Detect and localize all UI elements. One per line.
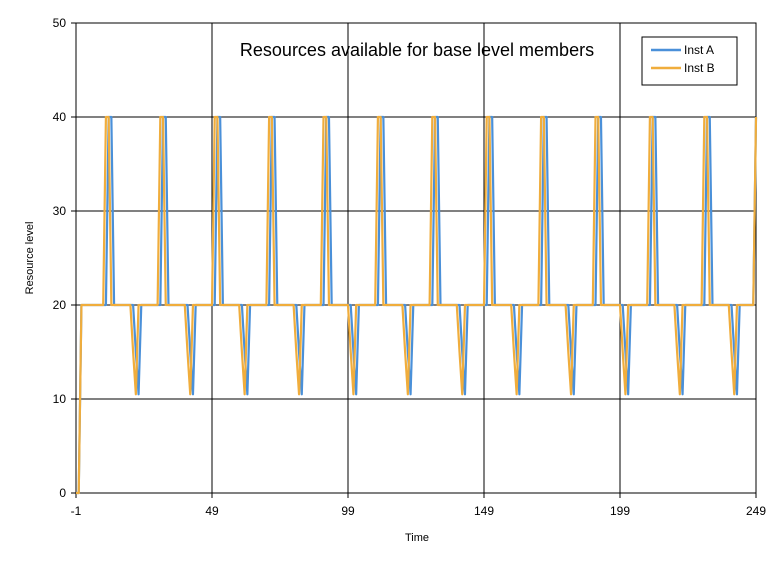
series-lines bbox=[76, 115, 758, 495]
y-tick-label: 20 bbox=[53, 298, 67, 312]
y-tick-label: 10 bbox=[53, 392, 67, 406]
axes: -1 49 99 149 199 249 0 10 20 30 40 50 bbox=[53, 16, 767, 518]
legend: Inst A Inst B bbox=[641, 36, 738, 86]
x-tick-label: 199 bbox=[610, 504, 630, 518]
series-line-inst-b bbox=[76, 115, 758, 495]
legend-box bbox=[641, 36, 738, 86]
x-tick-label: 99 bbox=[341, 504, 355, 518]
y-tick-label: 0 bbox=[59, 486, 66, 500]
legend-label-inst-a: Inst A bbox=[684, 43, 714, 57]
x-tick-label: 149 bbox=[474, 504, 494, 518]
x-tick-label: 49 bbox=[205, 504, 219, 518]
chart-title: Resources available for base level membe… bbox=[240, 40, 594, 60]
y-tick-label: 40 bbox=[53, 110, 67, 124]
y-tick-label: 30 bbox=[53, 204, 67, 218]
y-tick-label: 50 bbox=[53, 16, 67, 30]
x-tick-label: 249 bbox=[746, 504, 766, 518]
legend-label-inst-b: Inst B bbox=[684, 61, 715, 75]
y-axis-title: Resource level bbox=[24, 222, 36, 295]
x-tick-label: -1 bbox=[71, 504, 82, 518]
x-axis-title: Time bbox=[405, 532, 429, 544]
